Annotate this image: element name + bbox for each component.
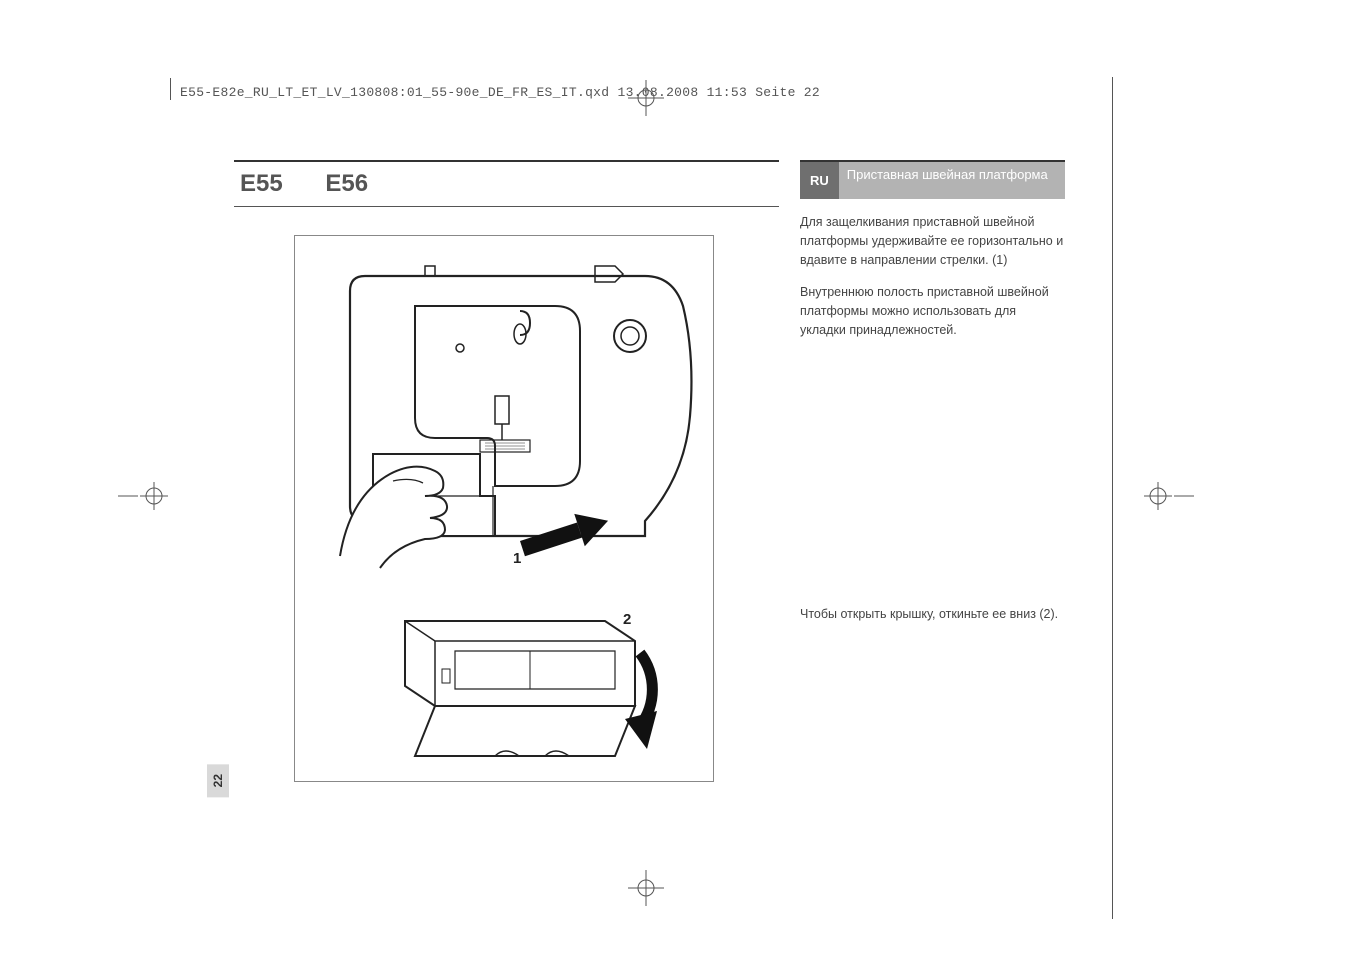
section-header: RU Приставная швейная платформа	[800, 160, 1065, 199]
paragraph-1: Для защелкивания приставной швейной плат…	[800, 213, 1065, 269]
figure-box: 1 2	[294, 235, 714, 782]
figure-1: 1	[295, 236, 713, 581]
paragraph-2: Внутреннюю полость приставной швейной пл…	[800, 283, 1065, 339]
page-number-tab: 22	[207, 764, 229, 797]
figure-1-label: 1	[513, 550, 521, 567]
title-rule-bottom	[234, 206, 779, 207]
section-title: Приставная швейная платформа	[839, 162, 1065, 199]
figure-2-label: 2	[623, 611, 631, 628]
model-e55: E55	[240, 170, 283, 197]
crop-rule-right	[1112, 77, 1113, 919]
registration-mark-top	[628, 80, 664, 116]
crop-rule-left	[170, 78, 171, 100]
right-column: RU Приставная швейная платформа Для заще…	[800, 160, 1065, 623]
registration-mark-bottom	[628, 870, 664, 906]
instruction-text-upper: Для защелкивания приставной швейной плат…	[800, 213, 1065, 340]
language-badge: RU	[800, 162, 839, 199]
registration-mark-left	[118, 478, 172, 514]
left-column: E55 E56	[234, 160, 779, 782]
model-e56: E56	[325, 170, 368, 197]
title-rule-top	[234, 160, 779, 162]
paragraph-3: Чтобы открыть крышку, откиньте ее вниз (…	[800, 605, 1065, 624]
source-file-header: E55-E82e_RU_LT_ET_LV_130808:01_55-90e_DE…	[180, 85, 820, 100]
instruction-text-lower: Чтобы открыть крышку, откиньте ее вниз (…	[800, 605, 1065, 624]
figure-2: 2	[295, 581, 713, 781]
model-title: E55 E56	[234, 168, 779, 200]
registration-mark-right	[1140, 478, 1194, 514]
